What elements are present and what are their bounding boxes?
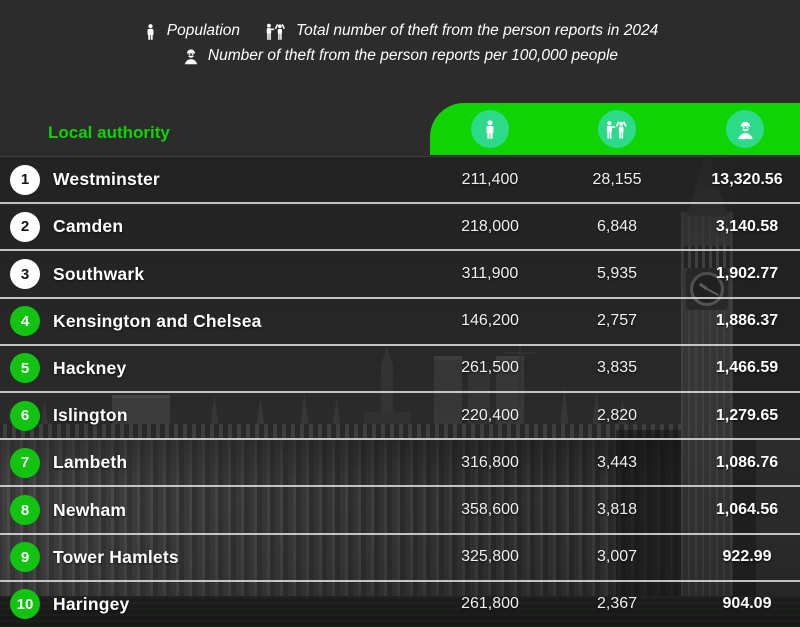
theft-report-icon [606, 120, 627, 139]
rate-value: 922.99 [722, 548, 772, 566]
authority-name: Newham [53, 499, 127, 520]
table-rows: 1 Westminster 211,400 28,155 13,320.56 2… [0, 156, 800, 627]
table-row: 4 Kensington and Chelsea 146,200 2,757 1… [0, 296, 800, 344]
rank-badge: 6 [10, 400, 40, 431]
population-value: 218,000 [461, 217, 519, 235]
rate-value: 1,886.37 [715, 312, 779, 330]
rate-value: 904.09 [722, 595, 772, 613]
thefts-value: 6,848 [596, 217, 638, 235]
rank-badge: 1 [10, 164, 40, 195]
legend-line-2: Number of theft from the person reports … [182, 47, 618, 65]
legend: Population Total number of theft from th… [0, 22, 800, 65]
legend-population-label: Population [166, 22, 241, 39]
population-value: 325,800 [461, 548, 519, 566]
rate-value: 1,902.77 [715, 265, 779, 282]
rank-number: 4 [20, 312, 30, 330]
rank-number: 3 [20, 265, 30, 283]
rank-badge: 9 [10, 542, 40, 573]
thefts-value: 3,818 [596, 501, 638, 519]
rank-number: 6 [20, 407, 30, 425]
authority-name: Hackney [53, 357, 127, 378]
theft-report-icon [266, 23, 286, 40]
thefts-column-badge [598, 110, 636, 148]
person-icon [147, 23, 154, 40]
authority-name: Camden [53, 216, 124, 237]
rank-badge: 8 [10, 495, 40, 526]
table-row: 1 Westminster 211,400 28,155 13,320.56 [0, 156, 800, 203]
table-row: 8 Newham 358,600 3,818 1,064.56 [0, 485, 800, 533]
legend-total-label: Total number of theft from the person re… [296, 22, 659, 39]
authority-name: Lambeth [53, 452, 128, 473]
rate-value: 1,466.59 [715, 359, 779, 377]
person-icon [486, 120, 494, 139]
rank-badge: 10 [10, 589, 40, 620]
authority-name: Haringey [53, 593, 130, 614]
population-column-badge [471, 110, 509, 148]
population-value: 211,400 [461, 170, 519, 188]
table-row: 6 Islington 220,400 2,820 1,279.65 [0, 391, 800, 439]
rate-value: 1,086.76 [715, 453, 779, 471]
legend-line-1: Population Total number of theft from th… [142, 22, 658, 40]
rank-number: 9 [20, 548, 30, 566]
population-value: 316,800 [461, 453, 519, 471]
thefts-value: 3,007 [596, 548, 638, 566]
authority-name: Tower Hamlets [53, 546, 179, 567]
rank-badge: 3 [10, 259, 40, 289]
thefts-value: 2,367 [596, 595, 638, 613]
rate-value: 1,064.56 [715, 501, 779, 519]
thief-icon [184, 49, 198, 65]
population-value: 220,400 [461, 406, 519, 424]
table-row: 3 Southwark 311,900 5,935 1,902.77 [0, 249, 800, 297]
rank-badge: 5 [10, 353, 40, 384]
rate-value: 13,320.56 [711, 170, 783, 188]
local-authority-header: Local authority [48, 123, 170, 142]
rank-number: 7 [20, 454, 30, 472]
population-value: 261,500 [461, 359, 519, 377]
thefts-value: 28,155 [592, 170, 642, 188]
rate-column-badge [726, 110, 764, 148]
thefts-value: 3,443 [596, 453, 638, 471]
legend-per-100k-label: Number of theft from the person reports … [207, 47, 619, 64]
thief-icon [737, 121, 753, 139]
table-row: 9 Tower Hamlets 325,800 3,007 922.99 [0, 532, 800, 580]
population-value: 261,800 [461, 595, 519, 613]
authority-name: Kensington and Chelsea [53, 310, 262, 331]
rank-number: 2 [20, 218, 30, 236]
thefts-value: 3,835 [596, 359, 638, 377]
table-row: 2 Camden 218,000 6,848 3,140.58 [0, 202, 800, 250]
rank-number: 1 [20, 171, 30, 189]
authority-name: Southwark [53, 263, 145, 284]
rank-badge: 4 [10, 306, 40, 337]
population-value: 146,200 [461, 312, 519, 330]
column-header-bar [430, 103, 800, 155]
authority-name: Islington [53, 405, 128, 426]
population-value: 358,600 [461, 501, 519, 519]
rank-badge: 2 [10, 211, 40, 242]
thefts-value: 2,757 [596, 312, 638, 330]
rank-number: 5 [20, 359, 30, 377]
rank-number: 8 [20, 501, 30, 519]
rate-value: 3,140.58 [715, 217, 779, 235]
population-value: 311,900 [461, 265, 519, 282]
thefts-value: 5,935 [596, 265, 638, 282]
table-row: 10 Haringey 261,800 2,367 904.09 [0, 579, 800, 627]
table-row: 7 Lambeth 316,800 3,443 1,086.76 [0, 438, 800, 486]
table-row: 5 Hackney 261,500 3,835 1,466.59 [0, 343, 800, 392]
thefts-value: 2,820 [596, 406, 638, 424]
rank-number: 10 [16, 595, 34, 613]
authority-name: Westminster [53, 169, 160, 190]
rate-value: 1,279.65 [715, 406, 779, 424]
rank-badge: 7 [10, 447, 40, 478]
